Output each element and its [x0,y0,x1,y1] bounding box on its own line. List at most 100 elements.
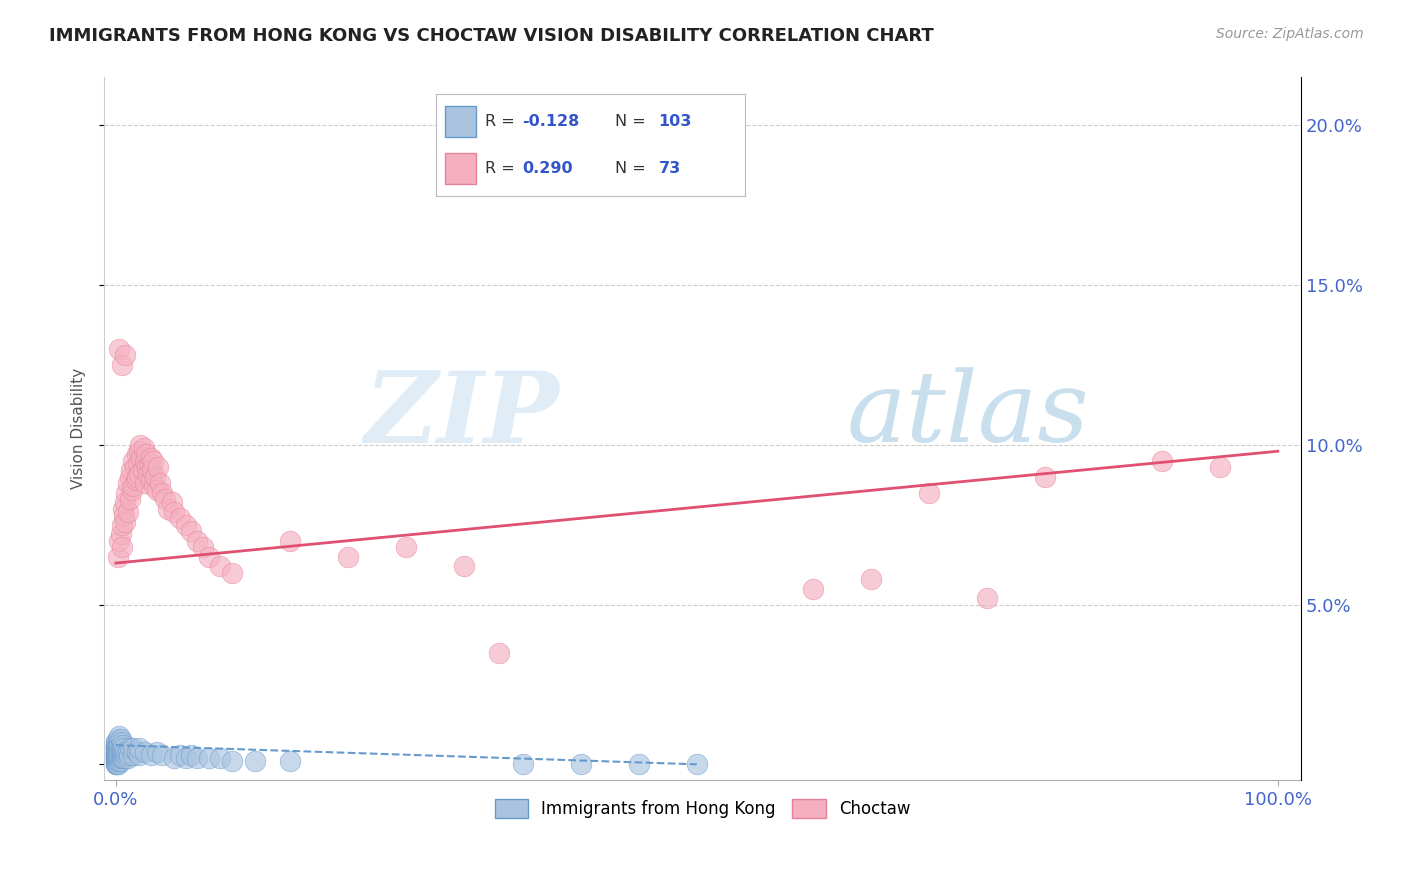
Text: 0.290: 0.290 [523,161,574,176]
Point [139,450,162,465]
Point [104,751,127,765]
Point [121,483,143,497]
Point [169,747,191,762]
Point [627,757,650,772]
Point [104,751,127,765]
Point [122,741,145,756]
Point [117,745,139,759]
Point [120,463,142,477]
Point [107,735,129,749]
Point [107,741,129,756]
Point [124,460,146,475]
Point [180,747,202,762]
Point [108,741,131,756]
Point [104,741,127,756]
Point [150,747,173,762]
Point [104,738,127,752]
Point [153,492,176,507]
Point [174,517,197,532]
Point [104,745,127,759]
Point [221,566,243,580]
Point [976,591,998,606]
Point [138,467,160,481]
Point [107,731,129,746]
Point [186,533,208,548]
Point [114,348,136,362]
Point [118,492,141,507]
Point [105,745,128,759]
Text: IMMIGRANTS FROM HONG KONG VS CHOCTAW VISION DISABILITY CORRELATION CHART: IMMIGRANTS FROM HONG KONG VS CHOCTAW VIS… [49,27,934,45]
Point [118,470,141,484]
Point [104,757,127,772]
Point [108,729,131,743]
Point [117,505,139,519]
Point [111,741,134,756]
Point [488,646,510,660]
Point [104,745,127,759]
Point [111,745,134,759]
Point [104,741,127,756]
Point [108,745,131,759]
Point [1035,470,1057,484]
Point [112,508,135,523]
Point [278,533,301,548]
Point [104,751,127,765]
Point [108,751,131,765]
Point [105,754,128,768]
Point [107,754,129,768]
Point [127,457,149,471]
Point [143,479,166,493]
Point [104,747,127,762]
Point [125,470,148,484]
Point [104,745,127,759]
Point [131,450,153,465]
Text: R =: R = [485,114,520,128]
Point [1208,460,1230,475]
Text: N =: N = [616,114,651,128]
Point [111,751,134,765]
Text: atlas: atlas [846,368,1090,462]
Point [107,745,129,759]
Text: -0.128: -0.128 [523,114,579,128]
Point [198,549,221,564]
Point [104,738,127,752]
Point [107,747,129,762]
Point [125,745,148,759]
Point [245,754,267,768]
Bar [446,106,477,136]
Text: 73: 73 [658,161,681,176]
Point [118,747,141,762]
Point [278,754,301,768]
Point [110,747,132,762]
Point [149,476,172,491]
Point [110,731,132,746]
Point [860,572,883,586]
Point [686,757,709,772]
Point [145,745,167,759]
Point [104,745,127,759]
Point [108,342,131,356]
Point [105,741,128,756]
Point [1150,454,1173,468]
Point [918,485,941,500]
Point [108,738,131,752]
Point [107,757,129,772]
Point [128,747,150,762]
Point [104,738,127,752]
Point [337,549,360,564]
Text: ZIP: ZIP [364,367,560,463]
Point [163,505,186,519]
Point [108,754,131,768]
Point [134,476,156,491]
Point [198,751,221,765]
Point [139,747,162,762]
Point [141,463,163,477]
Point [186,751,208,765]
Text: 103: 103 [658,114,692,128]
Point [105,747,128,762]
Y-axis label: Vision Disability: Vision Disability [72,368,86,490]
Point [174,751,197,765]
Point [145,470,167,484]
Point [129,438,152,452]
Point [108,735,131,749]
